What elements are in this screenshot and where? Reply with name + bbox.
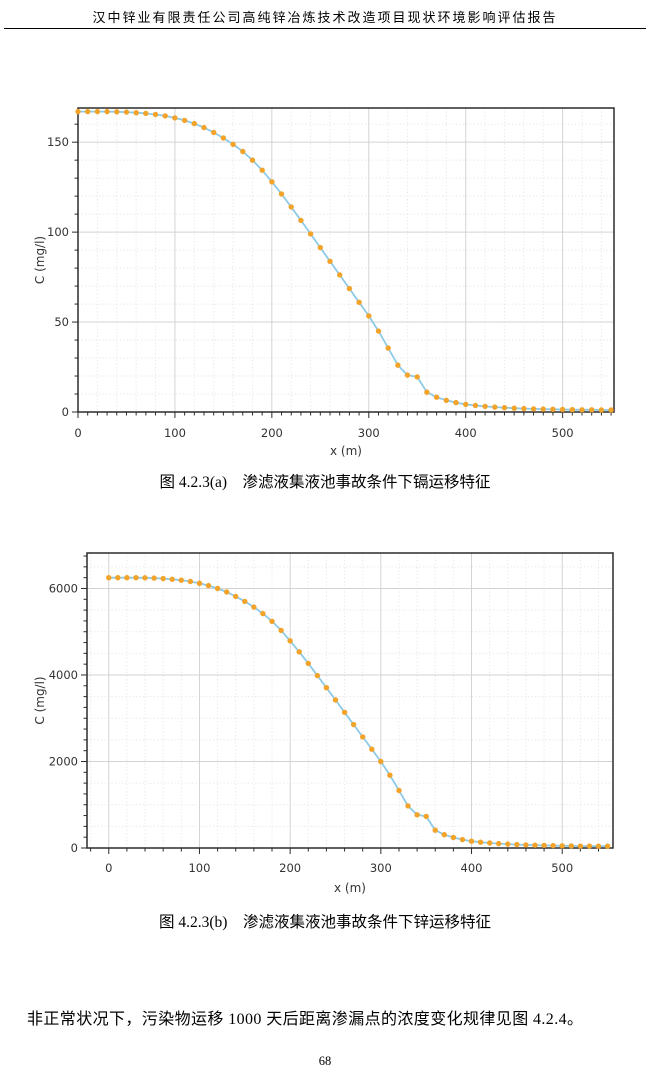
svg-text:4000: 4000: [49, 668, 78, 682]
svg-text:0: 0: [71, 841, 78, 855]
page-header-title: 汉中锌业有限责任公司高纯锌冶炼技术改造项目现状环境影响评估报告: [92, 10, 558, 25]
chart-canvas: 0 100 200 300 400 500 0 50 100 150 x (m) C (mg/l): [33, 107, 615, 458]
svg-text:200: 200: [279, 861, 301, 875]
page-number: 68: [318, 1054, 332, 1068]
svg-text:300: 300: [358, 426, 380, 440]
x-axis-label: x (m): [334, 881, 366, 895]
svg-text:0: 0: [74, 426, 81, 440]
svg-text:400: 400: [461, 861, 483, 875]
figure-b-chart: 0 100 200 300 400 500 0 2000 4000 6000 x (m) C (mg/…: [30, 540, 625, 900]
x-axis-label: x (m): [330, 444, 362, 458]
svg-text:50: 50: [54, 315, 69, 329]
header-rule: [4, 28, 646, 29]
svg-text:500: 500: [551, 861, 573, 875]
svg-text:6000: 6000: [49, 581, 78, 595]
svg-text:200: 200: [261, 426, 283, 440]
svg-text:500: 500: [552, 426, 574, 440]
figure-a-chart: 0 100 200 300 400 500 0 50 100 150 x (m) C (mg/l): [30, 96, 625, 464]
svg-text:100: 100: [188, 861, 210, 875]
svg-text:0: 0: [62, 405, 69, 419]
svg-text:300: 300: [370, 861, 392, 875]
chart-canvas: 0 100 200 300 400 500 0 2000 4000 6000 x (m) C (mg/…: [33, 552, 614, 895]
svg-text:400: 400: [455, 426, 477, 440]
figure-a-caption: 图 4.2.3(a) 渗滤液集液池事故条件下镉运移特征: [159, 474, 491, 491]
y-axis-label: C (mg/l): [33, 236, 47, 284]
figure-b-caption: 图 4.2.3(b) 渗滤液集液池事故条件下锌运移特征: [159, 914, 491, 931]
svg-text:2000: 2000: [49, 754, 78, 768]
svg-text:100: 100: [47, 225, 69, 239]
y-axis-label: C (mg/l): [33, 676, 47, 724]
svg-text:0: 0: [105, 861, 112, 875]
body-paragraph: 非正常状况下，污染物运移 1000 天后距离渗漏点的浓度变化规律见图 4.2.4…: [27, 1011, 584, 1028]
svg-text:100: 100: [164, 426, 186, 440]
svg-text:150: 150: [47, 135, 69, 149]
